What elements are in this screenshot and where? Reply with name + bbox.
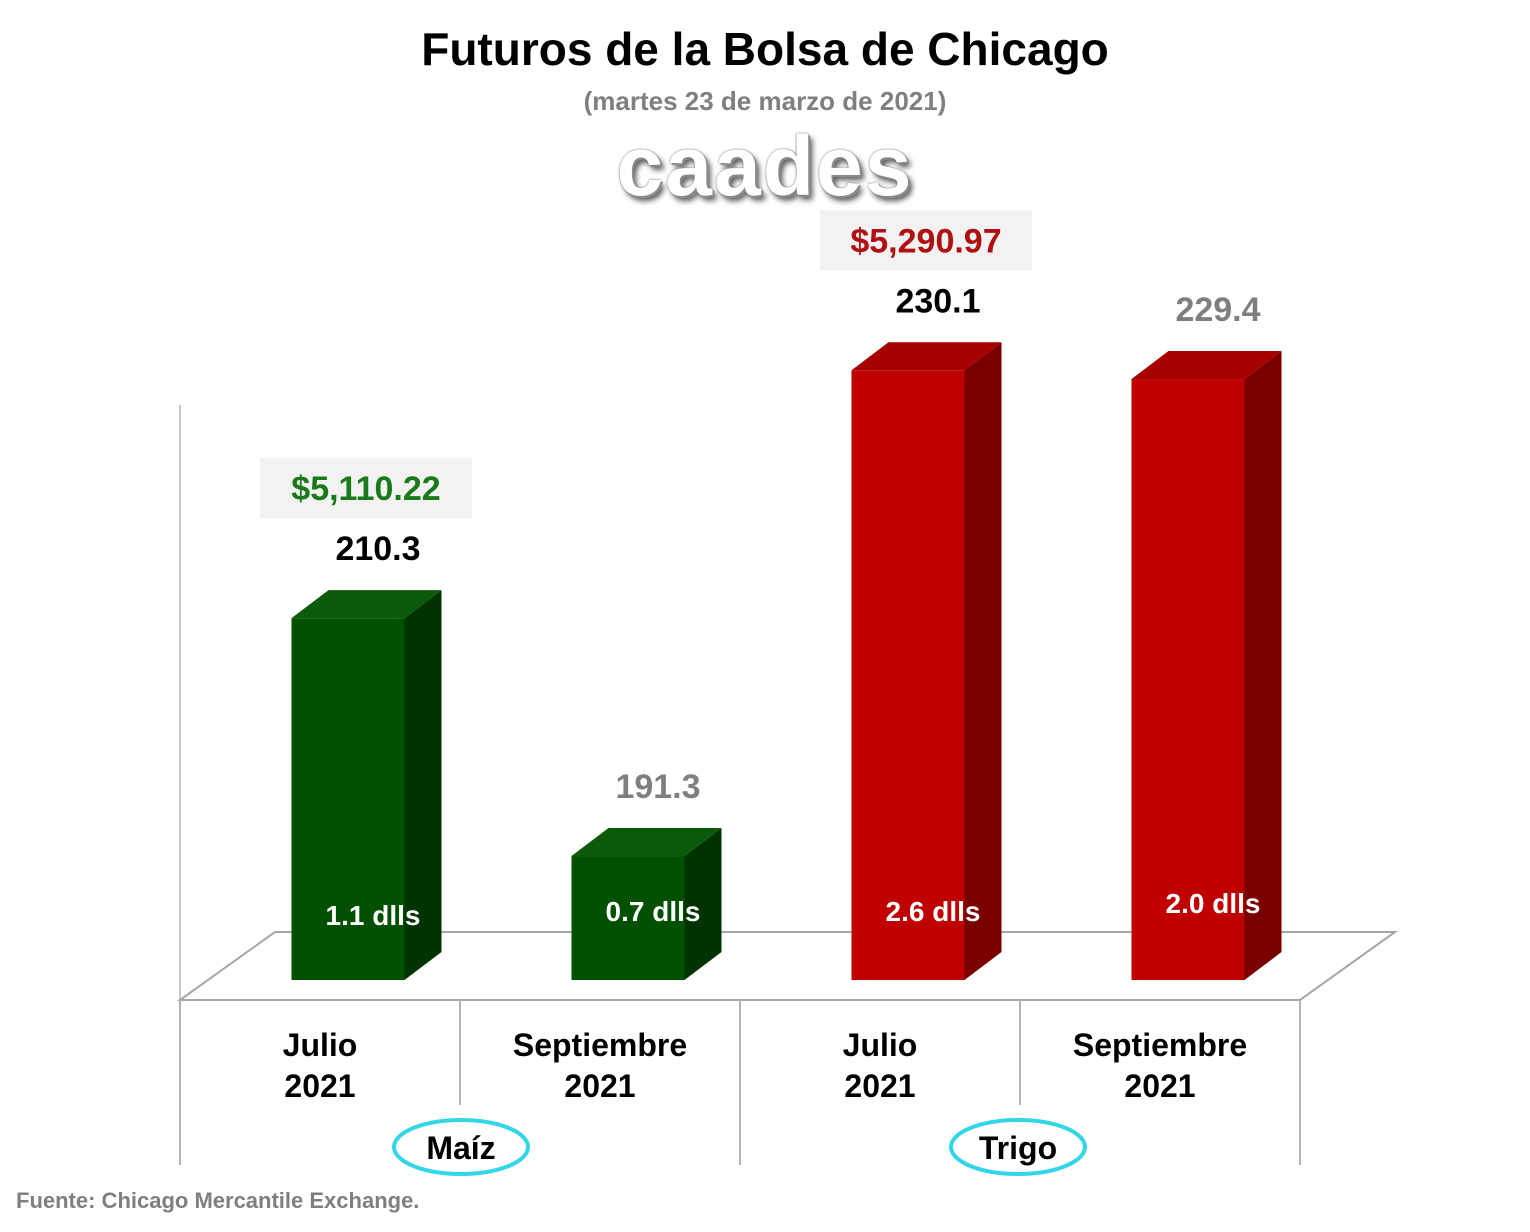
- category-label: Septiembre: [513, 1027, 687, 1063]
- source-note: Fuente: Chicago Mercantile Exchange.: [16, 1188, 420, 1213]
- bar-top: [851, 342, 1002, 371]
- caades-logo: caades: [616, 119, 914, 213]
- bar-value-label: 230.1: [895, 282, 980, 320]
- group-ellipse: [392, 1118, 530, 1176]
- bar: [851, 370, 965, 980]
- bar-value-label: 229.4: [1175, 291, 1260, 329]
- price-label: $5,290.97: [850, 222, 1001, 260]
- bar-side: [684, 828, 722, 980]
- bar-inner-label: 1.1 dlls: [326, 900, 421, 931]
- category-label: Septiembre: [1073, 1027, 1247, 1063]
- bar: [1131, 379, 1245, 980]
- bar-side: [404, 590, 442, 980]
- category-label: Julio: [843, 1027, 918, 1063]
- bar-top: [571, 828, 722, 857]
- bar-top: [1131, 351, 1282, 380]
- category-label: 2021: [284, 1068, 355, 1104]
- chart-title: Futuros de la Bolsa de Chicago: [421, 23, 1109, 75]
- bar-top: [291, 590, 442, 619]
- group-label: Trigo: [979, 1130, 1057, 1166]
- bar-side: [1244, 351, 1282, 980]
- bar-side: [964, 342, 1002, 980]
- price-label: $5,110.22: [291, 470, 440, 508]
- category-label: Julio: [283, 1027, 358, 1063]
- bar-inner-label: 2.6 dlls: [886, 896, 981, 927]
- category-label: 2021: [844, 1068, 915, 1104]
- chart-subtitle: (martes 23 de marzo de 2021): [583, 86, 947, 116]
- group-ellipse: [949, 1118, 1087, 1176]
- bar-inner-label: 2.0 dlls: [1166, 888, 1261, 919]
- group-label: Maíz: [426, 1130, 495, 1166]
- bar: [291, 618, 405, 980]
- bar-value-label: 210.3: [335, 530, 420, 568]
- floor-platform: [176, 931, 1399, 1001]
- price-box: [260, 458, 472, 519]
- category-label: 2021: [1124, 1068, 1195, 1104]
- bar-inner-label: 0.7 dlls: [606, 896, 701, 927]
- bar-value-label: 191.3: [615, 768, 700, 806]
- bar: [571, 856, 685, 980]
- price-box: [820, 210, 1032, 271]
- category-label: 2021: [564, 1068, 635, 1104]
